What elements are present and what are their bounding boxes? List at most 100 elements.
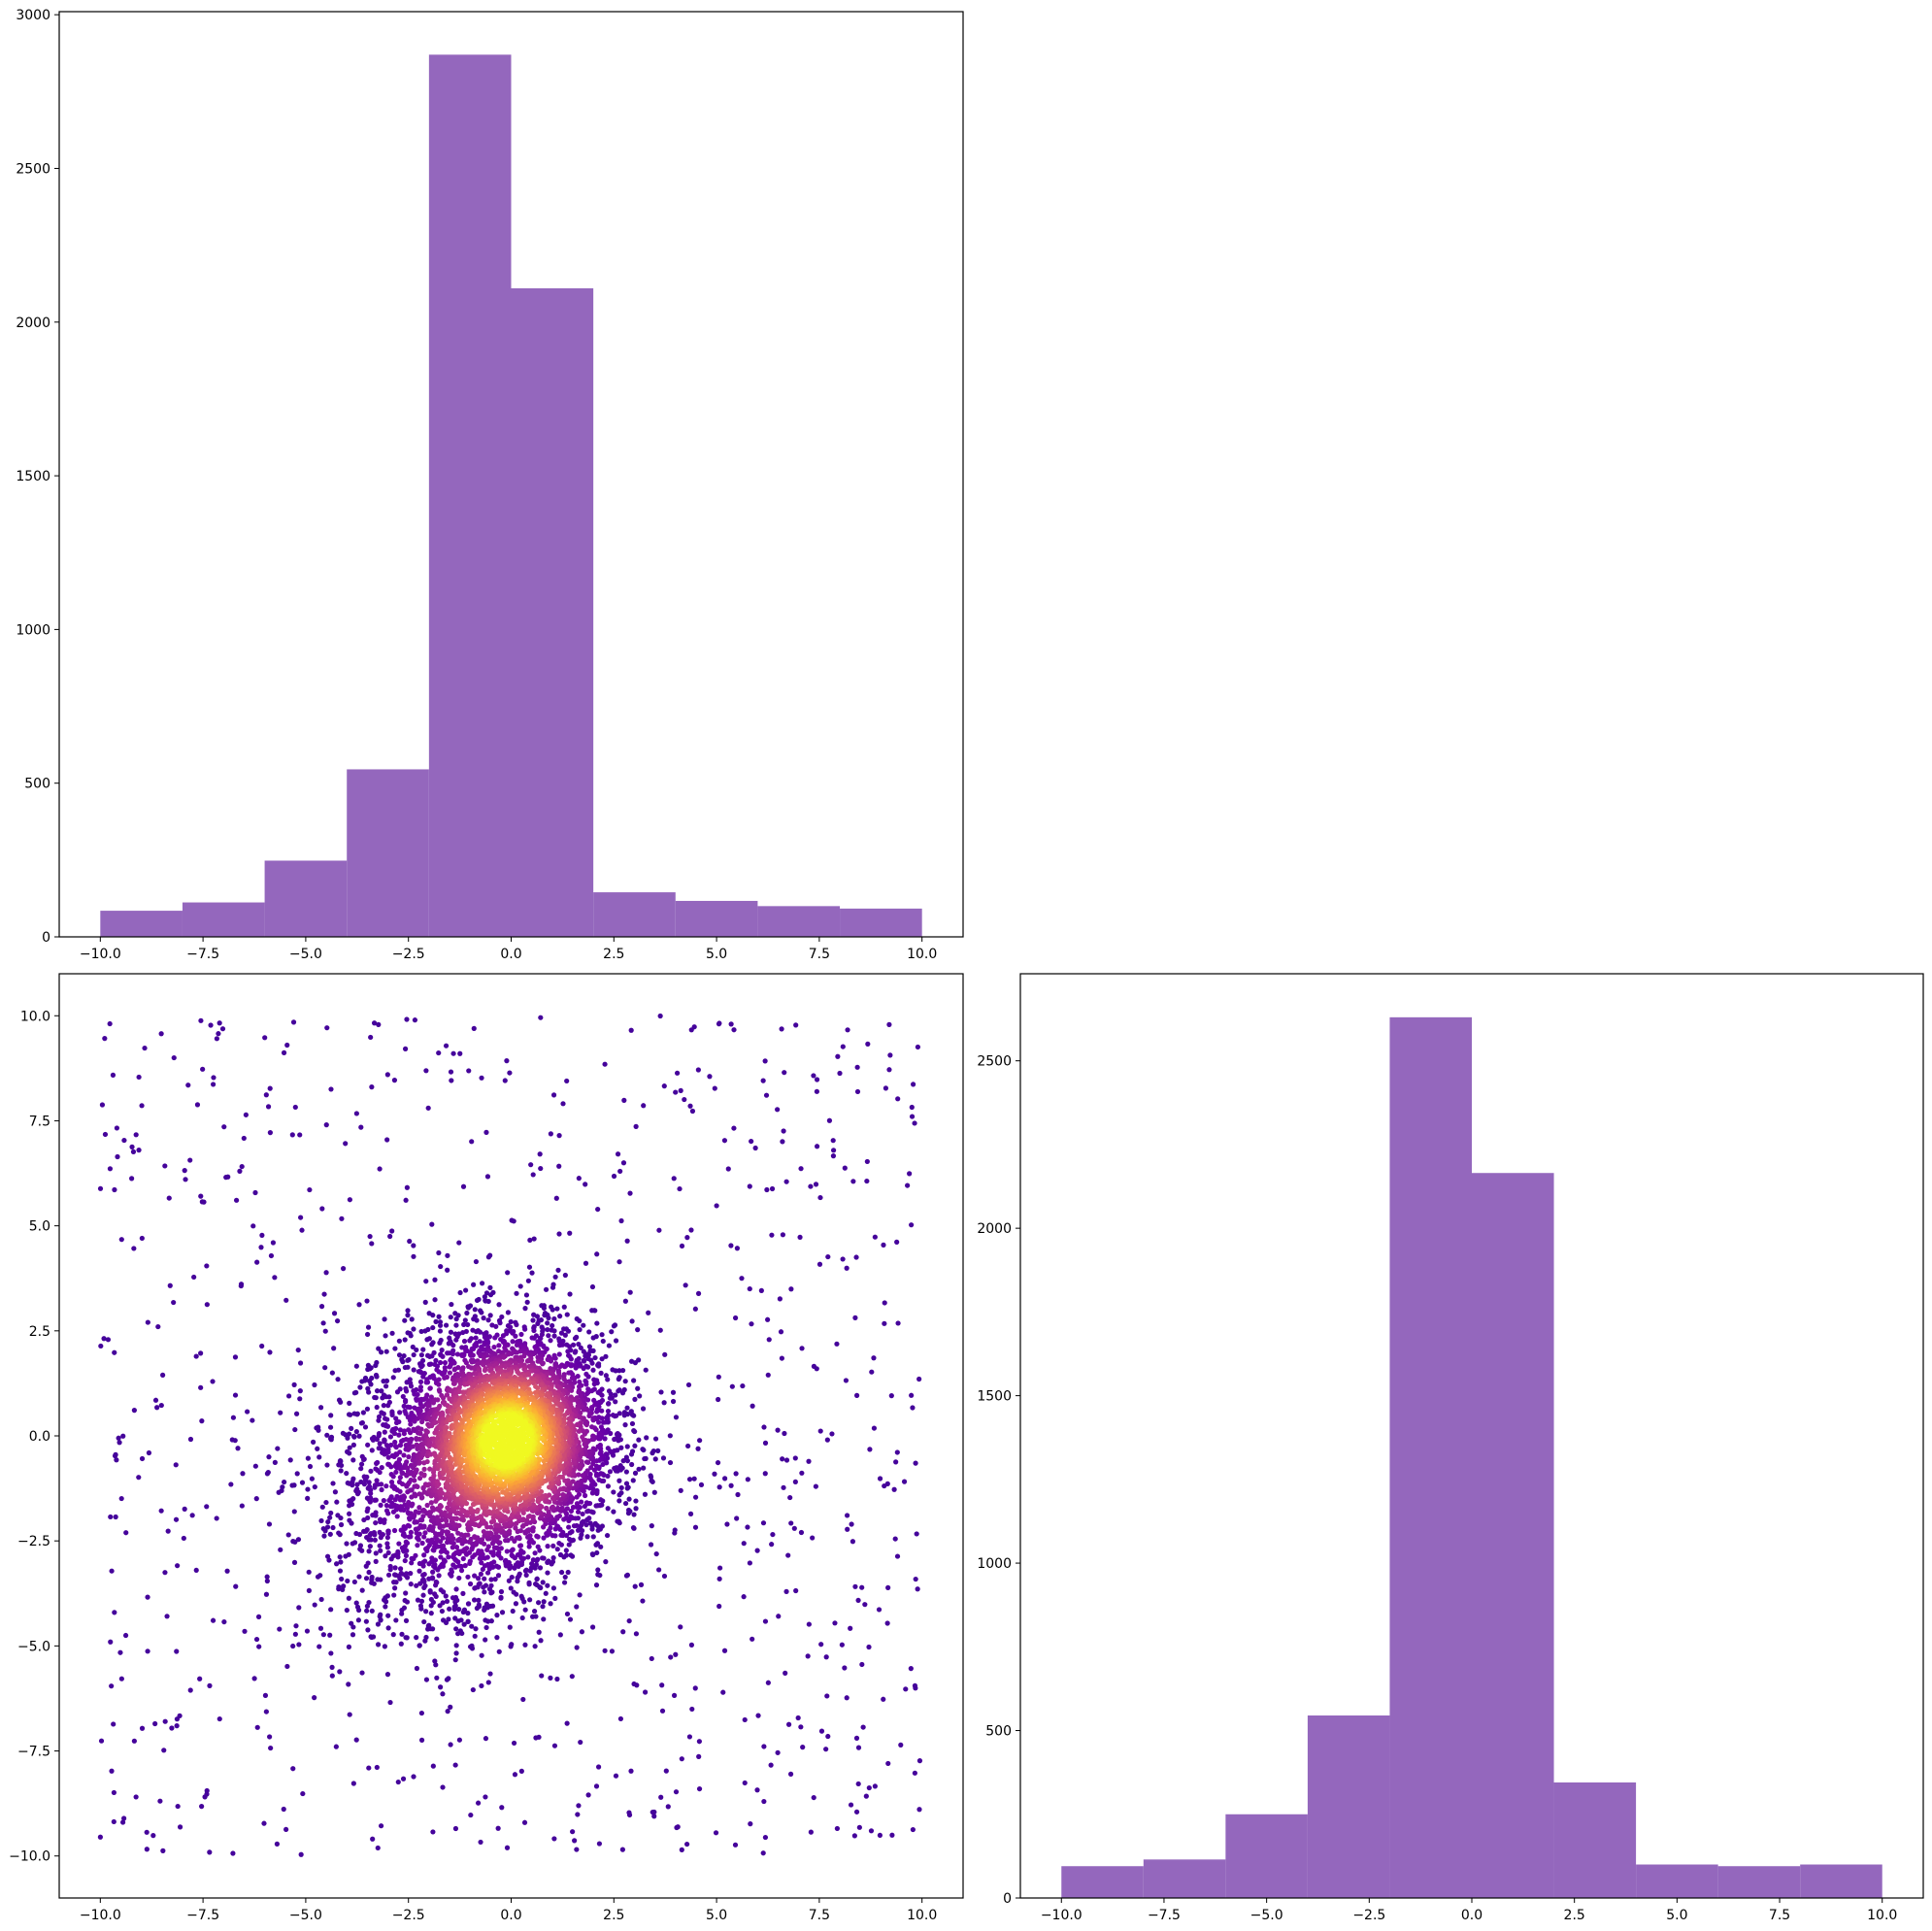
scatter-point	[386, 1394, 392, 1400]
scatter-point	[550, 1322, 555, 1329]
scatter-point	[595, 1389, 601, 1395]
scatter-point	[540, 1361, 546, 1367]
scatter-point	[783, 1670, 788, 1676]
scatter-point	[318, 1517, 324, 1524]
scatter-point	[662, 1351, 668, 1357]
scatter-point	[564, 1342, 570, 1348]
scatter-point	[687, 1103, 693, 1109]
scatter-point	[576, 1176, 582, 1182]
scatter-point	[305, 1455, 311, 1461]
scatter-point	[632, 1583, 638, 1589]
scatter-point	[199, 1418, 205, 1424]
scatter-point	[835, 1053, 841, 1059]
scatter-point	[616, 1498, 622, 1504]
scatter-point	[852, 1315, 858, 1320]
scatter-point	[523, 1520, 530, 1527]
scatter-point	[854, 1088, 861, 1095]
scatter-point	[346, 1431, 352, 1437]
scatter-point	[837, 1070, 843, 1077]
scatter-point	[415, 1483, 420, 1490]
scatter-point	[112, 1186, 117, 1193]
scatter-point	[401, 1494, 408, 1500]
scatter-point	[632, 1443, 638, 1448]
scatter-point	[698, 1482, 705, 1488]
scatter-point	[591, 1397, 597, 1404]
scatter-point	[219, 1026, 226, 1032]
scatter-point	[728, 1243, 734, 1248]
scatter-point	[611, 1509, 616, 1515]
scatter-point	[541, 1516, 548, 1523]
scatter-point	[297, 1396, 303, 1402]
scatter-point	[509, 1574, 515, 1581]
scatter-point	[354, 1604, 361, 1610]
scatter-point	[566, 1524, 572, 1530]
scatter-point	[891, 1486, 897, 1492]
scatter-point	[695, 1446, 701, 1451]
scatter-bottom-left: −10.0 −7.5 −5.0 −2.5 0.0 2.5 5.0 7.5 10.0−10.0−7…	[9, 973, 964, 1923]
scatter-point	[455, 1365, 461, 1371]
scatter-point	[293, 1623, 299, 1629]
scatter-point	[329, 1664, 335, 1670]
scatter-point	[622, 1379, 628, 1384]
scatter-point	[199, 1804, 205, 1810]
scatter-point	[354, 1411, 360, 1416]
scatter-point	[811, 1794, 816, 1801]
scatter-point	[597, 1450, 603, 1456]
scatter-point	[640, 1598, 646, 1604]
scatter-point	[114, 1457, 119, 1463]
scatter-point	[338, 1521, 345, 1528]
scatter-point	[697, 1438, 703, 1444]
scatter-point	[393, 1445, 399, 1450]
scatter-point	[496, 1302, 502, 1308]
scatter-point	[788, 1520, 794, 1526]
scatter-point	[251, 1676, 257, 1681]
y-tick-label: 500	[24, 777, 50, 792]
scatter-point	[624, 1485, 630, 1491]
scatter-point	[139, 1455, 146, 1462]
scatter-point	[402, 1337, 408, 1343]
scatter-point	[603, 1559, 609, 1565]
scatter-point	[633, 1498, 639, 1504]
scatter-point	[369, 1574, 375, 1581]
scatter-point	[393, 1415, 399, 1421]
scatter-point	[606, 1388, 613, 1394]
scatter-point	[398, 1641, 404, 1647]
scatter-point	[384, 1545, 390, 1550]
scatter-point	[687, 1511, 694, 1516]
scatter-point	[867, 1447, 873, 1452]
scatter-point	[808, 1829, 814, 1835]
scatter-point	[591, 1381, 597, 1387]
scatter-point	[886, 1021, 892, 1027]
scatter-point	[876, 1607, 883, 1613]
scatter-point	[853, 1254, 859, 1260]
scatter-point	[111, 1818, 117, 1825]
scatter-point	[438, 1263, 444, 1270]
scatter-point	[551, 1333, 557, 1339]
scatter-point	[275, 1446, 281, 1451]
scatter-point	[561, 1580, 568, 1585]
scatter-point	[631, 1378, 637, 1383]
scatter-point	[553, 1195, 559, 1201]
scatter-point	[452, 1657, 458, 1663]
scatter-point	[616, 1478, 622, 1483]
scatter-point	[354, 1482, 360, 1487]
scatter-point	[198, 1193, 204, 1199]
scatter-point	[407, 1238, 413, 1245]
histogram-bar	[757, 906, 841, 937]
scatter-point	[438, 1486, 444, 1493]
scatter-point	[389, 1412, 395, 1418]
scatter-point	[507, 1528, 513, 1534]
scatter-point	[649, 1478, 654, 1483]
scatter-point	[894, 1239, 900, 1245]
scatter-point	[283, 1297, 289, 1303]
scatter-point	[503, 1557, 509, 1563]
scatter-point	[418, 1352, 424, 1358]
scatter-point	[648, 1473, 653, 1479]
scatter-point	[204, 1302, 210, 1308]
scatter-point	[586, 1329, 592, 1335]
scatter-point	[356, 1531, 363, 1538]
scatter-point	[410, 1501, 416, 1507]
scatter-point	[396, 1338, 402, 1344]
scatter-point	[685, 1443, 691, 1449]
scatter-point	[589, 1283, 596, 1290]
